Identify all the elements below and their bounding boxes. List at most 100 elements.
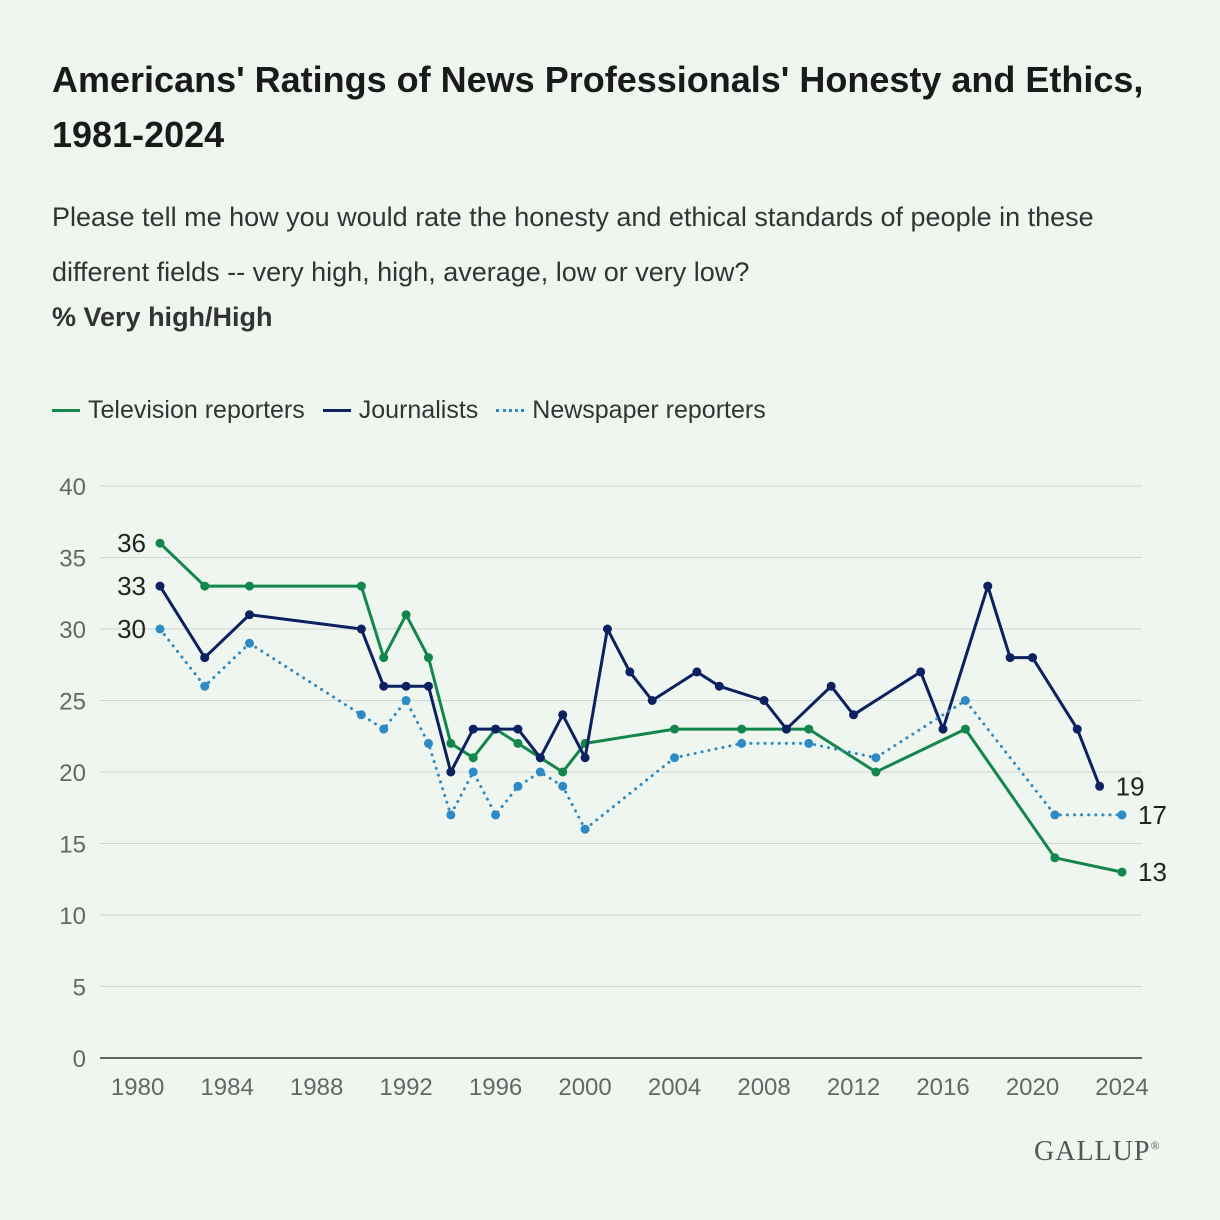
- x-tick-label-1980: 1980: [111, 1074, 164, 1101]
- data-point-journalists-1998: [535, 753, 545, 763]
- data-point-newspaper-reporters-1999: [558, 781, 568, 791]
- data-point-journalists-2003: [647, 696, 657, 705]
- data-point-newspaper-reporters-2013: [871, 753, 881, 763]
- y-tick-label-30: 30: [59, 617, 86, 644]
- data-point-journalists-2012: [849, 710, 859, 720]
- data-point-newspaper-reporters-1983: [200, 681, 210, 691]
- data-label-journalists-1981: 33: [117, 571, 146, 601]
- data-point-journalists-2020: [1028, 653, 1038, 663]
- data-point-journalists-2005: [692, 667, 702, 677]
- legend-label-television-reporters: Television reporters: [88, 396, 305, 424]
- y-tick-label-0: 0: [73, 1046, 86, 1073]
- data-point-television-reporters-1994: [446, 738, 456, 748]
- data-point-journalists-2011: [826, 681, 836, 691]
- data-point-journalists-1981: [155, 581, 165, 591]
- data-point-television-reporters-1981: [155, 538, 165, 548]
- x-tick-label-2012: 2012: [827, 1074, 880, 1101]
- data-point-journalists-2006: [714, 681, 724, 691]
- data-label-journalists-2023: 19: [1116, 771, 1145, 801]
- x-tick-label-1988: 1988: [290, 1074, 343, 1101]
- data-point-journalists-1992: [401, 681, 411, 691]
- data-point-journalists-1997: [513, 724, 523, 734]
- data-point-newspaper-reporters-2000: [580, 824, 590, 834]
- data-point-journalists-2016: [938, 724, 948, 734]
- data-point-journalists-2015: [916, 667, 926, 677]
- legend-label-newspaper-reporters: Newspaper reporters: [532, 396, 766, 424]
- x-tick-label-2000: 2000: [558, 1074, 611, 1101]
- data-label-newspaper-reporters-2024: 17: [1138, 800, 1167, 830]
- chart-title: Americans' Ratings of News Professionals…: [52, 59, 1144, 155]
- data-point-journalists-2018: [983, 581, 993, 591]
- legend-swatch-newspaper-reporters: [496, 409, 525, 412]
- y-tick-label-5: 5: [73, 975, 86, 1002]
- data-point-journalists-1993: [423, 681, 433, 691]
- grid-layer: [100, 485, 1142, 987]
- data-point-journalists-1983: [200, 653, 210, 663]
- y-tick-label-15: 15: [59, 832, 86, 859]
- data-point-newspaper-reporters-1997: [513, 781, 523, 791]
- legend-item-television-reporters: Television reporters: [52, 396, 305, 425]
- data-label-television-reporters-1981: 36: [117, 528, 146, 558]
- chart-subtitle: Please tell me how you would rate the ho…: [52, 202, 1094, 287]
- series-layer: [155, 538, 1127, 877]
- data-point-newspaper-reporters-1991: [379, 724, 389, 734]
- x-tick-label-2004: 2004: [648, 1074, 701, 1101]
- data-point-newspaper-reporters-1992: [401, 696, 411, 705]
- data-point-television-reporters-1991: [379, 653, 389, 663]
- legend: Television reporters Journalists Newspap…: [52, 396, 784, 425]
- legend-label-journalists: Journalists: [358, 396, 479, 424]
- data-point-television-reporters-1999: [558, 767, 568, 777]
- data-point-newspaper-reporters-2004: [670, 753, 680, 763]
- data-point-newspaper-reporters-1994: [446, 810, 456, 820]
- data-point-journalists-1999: [558, 710, 568, 720]
- y-tick-label-25: 25: [59, 689, 86, 716]
- series-line-newspaper-reporters: [158, 627, 1124, 831]
- x-tick-label-2016: 2016: [916, 1074, 969, 1101]
- y-tick-label-40: 40: [59, 474, 86, 501]
- y-tick-label-10: 10: [59, 903, 86, 930]
- data-point-newspaper-reporters-1993: [423, 738, 433, 748]
- data-point-journalists-2019: [1005, 653, 1015, 663]
- data-point-journalists-2009: [781, 724, 791, 734]
- data-point-journalists-2000: [580, 753, 590, 763]
- x-tick-label-2024: 2024: [1095, 1074, 1148, 1101]
- data-point-television-reporters-1983: [200, 581, 210, 591]
- data-point-television-reporters-1993: [423, 653, 433, 663]
- gallup-logo-text: GALLUP: [1034, 1136, 1151, 1167]
- data-point-newspaper-reporters-2024: [1117, 810, 1127, 820]
- data-point-newspaper-reporters-2010: [804, 738, 814, 748]
- data-point-television-reporters-1997: [513, 738, 523, 748]
- legend-swatch-journalists: [322, 409, 351, 412]
- data-point-journalists-2023: [1095, 781, 1105, 791]
- data-point-journalists-1994: [446, 767, 456, 777]
- data-label-television-reporters-2024: 13: [1138, 857, 1167, 887]
- unit-label: % Very high/High: [52, 302, 273, 332]
- data-point-journalists-1995: [468, 724, 478, 734]
- data-point-television-reporters-2021: [1050, 853, 1060, 863]
- data-point-television-reporters-1985: [244, 581, 254, 591]
- data-point-television-reporters-2013: [871, 767, 881, 777]
- data-point-journalists-1990: [356, 624, 366, 634]
- series-line-journalists: [158, 584, 1102, 788]
- data-point-television-reporters-1995: [468, 753, 478, 763]
- x-tick-label-1996: 1996: [469, 1074, 522, 1101]
- data-point-television-reporters-1992: [401, 610, 411, 620]
- data-point-journalists-2022: [1072, 724, 1082, 734]
- data-point-newspaper-reporters-1996: [491, 810, 501, 820]
- data-point-television-reporters-2024: [1117, 867, 1127, 877]
- x-tick-label-1984: 1984: [200, 1074, 253, 1101]
- x-tick-label-1992: 1992: [379, 1074, 432, 1101]
- y-tick-label-20: 20: [59, 760, 86, 787]
- data-point-television-reporters-2017: [960, 724, 970, 734]
- data-point-journalists-1985: [244, 610, 254, 620]
- data-point-newspaper-reporters-1985: [244, 638, 254, 648]
- data-point-television-reporters-2010: [804, 724, 814, 734]
- data-point-newspaper-reporters-2021: [1050, 810, 1060, 820]
- data-point-newspaper-reporters-2007: [737, 738, 747, 748]
- data-point-newspaper-reporters-2017: [960, 696, 970, 705]
- data-point-newspaper-reporters-1990: [356, 710, 366, 720]
- legend-item-journalists: Journalists: [322, 396, 479, 425]
- data-point-newspaper-reporters-1998: [535, 767, 545, 777]
- data-point-newspaper-reporters-1981: [155, 624, 165, 634]
